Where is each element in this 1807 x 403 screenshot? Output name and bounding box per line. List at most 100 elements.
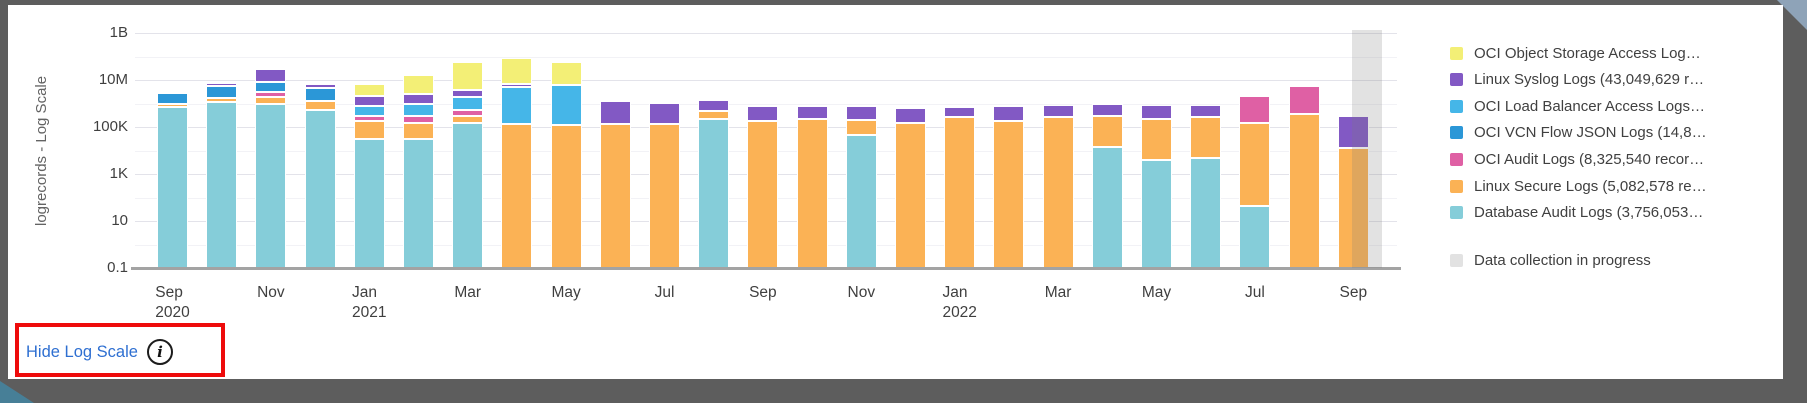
bar-segment-linux_secure[interactable] <box>649 124 680 268</box>
bar-segment-object_storage[interactable] <box>452 61 484 91</box>
bar-segment-linux_syslog[interactable] <box>698 100 730 111</box>
bar-segment-linux_secure[interactable] <box>206 98 238 102</box>
bar-segment-db_audit[interactable] <box>698 118 730 268</box>
bar-segment-db_audit[interactable] <box>1091 147 1123 268</box>
bar-segment-oci_audit[interactable] <box>403 115 434 123</box>
bar-segment-linux_syslog[interactable] <box>599 100 631 124</box>
bar-segment-vcn_flow[interactable] <box>255 81 287 92</box>
bar-segment-linux_syslog[interactable] <box>895 108 926 124</box>
bar-segment-linux_secure[interactable] <box>1141 119 1172 160</box>
bar-segment-linux_secure[interactable] <box>403 122 434 140</box>
bar-segment-oci_audit[interactable] <box>452 109 484 117</box>
gridline <box>135 56 1397 58</box>
bar-segment-linux_secure[interactable] <box>993 121 1025 268</box>
bar-segment-linux_syslog[interactable] <box>1091 103 1123 116</box>
bar-segment-lb_access[interactable] <box>403 104 434 116</box>
legend-swatch <box>1450 206 1463 220</box>
bar-segment-linux_secure[interactable] <box>1239 122 1271 207</box>
bar-segment-linux_secure[interactable] <box>157 104 188 108</box>
info-icon[interactable]: i <box>146 339 173 365</box>
bar-segment-linux_secure[interactable] <box>1042 117 1074 268</box>
bar-segment-db_audit[interactable] <box>304 109 336 268</box>
bar-segment-linux_syslog[interactable] <box>993 106 1025 121</box>
bar-segment-db_audit[interactable] <box>255 104 287 268</box>
bar-segment-vcn_flow[interactable] <box>206 85 238 99</box>
bar-segment-lb_access[interactable] <box>501 87 533 125</box>
bar-segment-lb_access[interactable] <box>353 105 385 116</box>
bar-segment-linux_secure[interactable] <box>501 124 533 268</box>
legend-item-vcn_flow[interactable]: OCI VCN Flow JSON Logs (14,8… <box>1450 122 1707 144</box>
legend-item-lb_access[interactable]: OCI Load Balancer Access Logs… <box>1450 95 1705 117</box>
bar-segment-linux_syslog[interactable] <box>747 106 779 121</box>
bar-segment-linux_syslog[interactable] <box>403 93 434 105</box>
bar-segment-linux_secure[interactable] <box>452 116 484 123</box>
bar-segment-linux_syslog[interactable] <box>1141 105 1172 120</box>
bar-segment-linux_secure[interactable] <box>599 123 631 268</box>
bar-segment-lb_access[interactable] <box>452 96 484 110</box>
bar-segment-linux_secure[interactable] <box>796 119 828 268</box>
legend-item-db_audit[interactable]: Database Audit Logs (3,756,053… <box>1450 202 1703 224</box>
bar-segment-linux_secure[interactable] <box>255 96 287 105</box>
bar-segment-db_audit[interactable] <box>845 135 877 268</box>
bar-segment-linux_secure[interactable] <box>747 121 779 268</box>
legend-item-linux_syslog[interactable]: Linux Syslog Logs (43,049,629 r… <box>1450 69 1704 91</box>
desktop-corner-bottom-left <box>0 381 34 403</box>
bar-segment-linux_syslog[interactable] <box>255 68 287 82</box>
bar-segment-db_audit[interactable] <box>157 107 188 268</box>
bar-segment-linux_syslog[interactable] <box>1190 104 1222 118</box>
bar-segment-object_storage[interactable] <box>353 83 385 97</box>
legend-item-oci_audit[interactable]: OCI Audit Logs (8,325,540 recor… <box>1450 148 1704 170</box>
bar-segment-db_audit[interactable] <box>1239 206 1271 268</box>
bar-segment-linux_secure[interactable] <box>845 120 877 136</box>
bar-segment-linux_syslog[interactable] <box>157 91 188 94</box>
bar-segment-db_audit[interactable] <box>1190 157 1222 268</box>
legend-item-label: Linux Syslog Logs (43,049,629 r… <box>1474 71 1705 89</box>
bar-segment-linux_secure[interactable] <box>1288 114 1320 268</box>
legend-item-linux_secure[interactable]: Linux Secure Logs (5,082,578 re… <box>1450 175 1707 197</box>
bar-segment-db_audit[interactable] <box>353 139 385 268</box>
bar-segment-linux_syslog[interactable] <box>501 84 533 88</box>
x-tick-label: Jan 2021 <box>352 284 387 321</box>
bar-segment-linux_secure[interactable] <box>353 121 385 140</box>
bar-segment-linux_syslog[interactable] <box>796 105 828 120</box>
bar-segment-linux_syslog[interactable] <box>649 102 680 125</box>
bar-segment-linux_secure[interactable] <box>1091 115 1123 148</box>
bar-segment-lb_access[interactable] <box>550 85 582 126</box>
bar-segment-db_audit[interactable] <box>403 139 434 268</box>
bar-segment-oci_audit[interactable] <box>255 91 287 97</box>
bar-segment-linux_syslog[interactable] <box>304 83 336 88</box>
data-collection-column <box>1351 30 1382 268</box>
bar-segment-db_audit[interactable] <box>206 101 238 268</box>
bar-segment-linux_syslog[interactable] <box>1239 93 1271 97</box>
bar-segment-linux_syslog[interactable] <box>353 96 385 106</box>
bar-segment-linux_syslog[interactable] <box>452 90 484 97</box>
bar-segment-linux_syslog[interactable] <box>1337 115 1369 148</box>
bar-segment-linux_syslog[interactable] <box>845 106 877 121</box>
legend-swatch <box>1450 46 1463 60</box>
bar-segment-linux_secure[interactable] <box>944 117 976 268</box>
bar-segment-oci_audit[interactable] <box>1239 96 1271 123</box>
bar-segment-linux_syslog[interactable] <box>944 107 976 118</box>
bar-segment-linux_secure[interactable] <box>304 101 336 110</box>
x-tick-label: Sep <box>749 284 777 301</box>
bar-segment-linux_secure[interactable] <box>698 110 730 119</box>
bar-segment-db_audit[interactable] <box>452 122 484 268</box>
bar-segment-object_storage[interactable] <box>501 57 533 85</box>
bar-segment-object_storage[interactable] <box>403 75 434 94</box>
hide-log-scale-link[interactable]: Hide Log Scale <box>26 342 138 361</box>
x-tick-label: Mar <box>1044 284 1072 301</box>
bar-segment-oci_audit[interactable] <box>353 115 385 121</box>
bar-segment-vcn_flow[interactable] <box>304 87 336 102</box>
bar-segment-object_storage[interactable] <box>550 61 582 86</box>
bar-segment-oci_audit[interactable] <box>1288 85 1320 115</box>
bar-segment-linux_syslog[interactable] <box>1042 104 1074 118</box>
legend-item-label: Database Audit Logs (3,756,053… <box>1474 204 1704 222</box>
bar-segment-linux_secure[interactable] <box>1337 147 1369 268</box>
bar-segment-linux_secure[interactable] <box>550 125 582 268</box>
bar-segment-linux_syslog[interactable] <box>206 82 238 86</box>
bar-segment-linux_secure[interactable] <box>895 123 926 268</box>
bar-segment-db_audit[interactable] <box>1141 159 1172 268</box>
legend-item-object_storage[interactable]: OCI Object Storage Access Log… <box>1450 42 1701 64</box>
bar-segment-vcn_flow[interactable] <box>157 93 188 105</box>
bar-segment-linux_secure[interactable] <box>1190 117 1222 158</box>
